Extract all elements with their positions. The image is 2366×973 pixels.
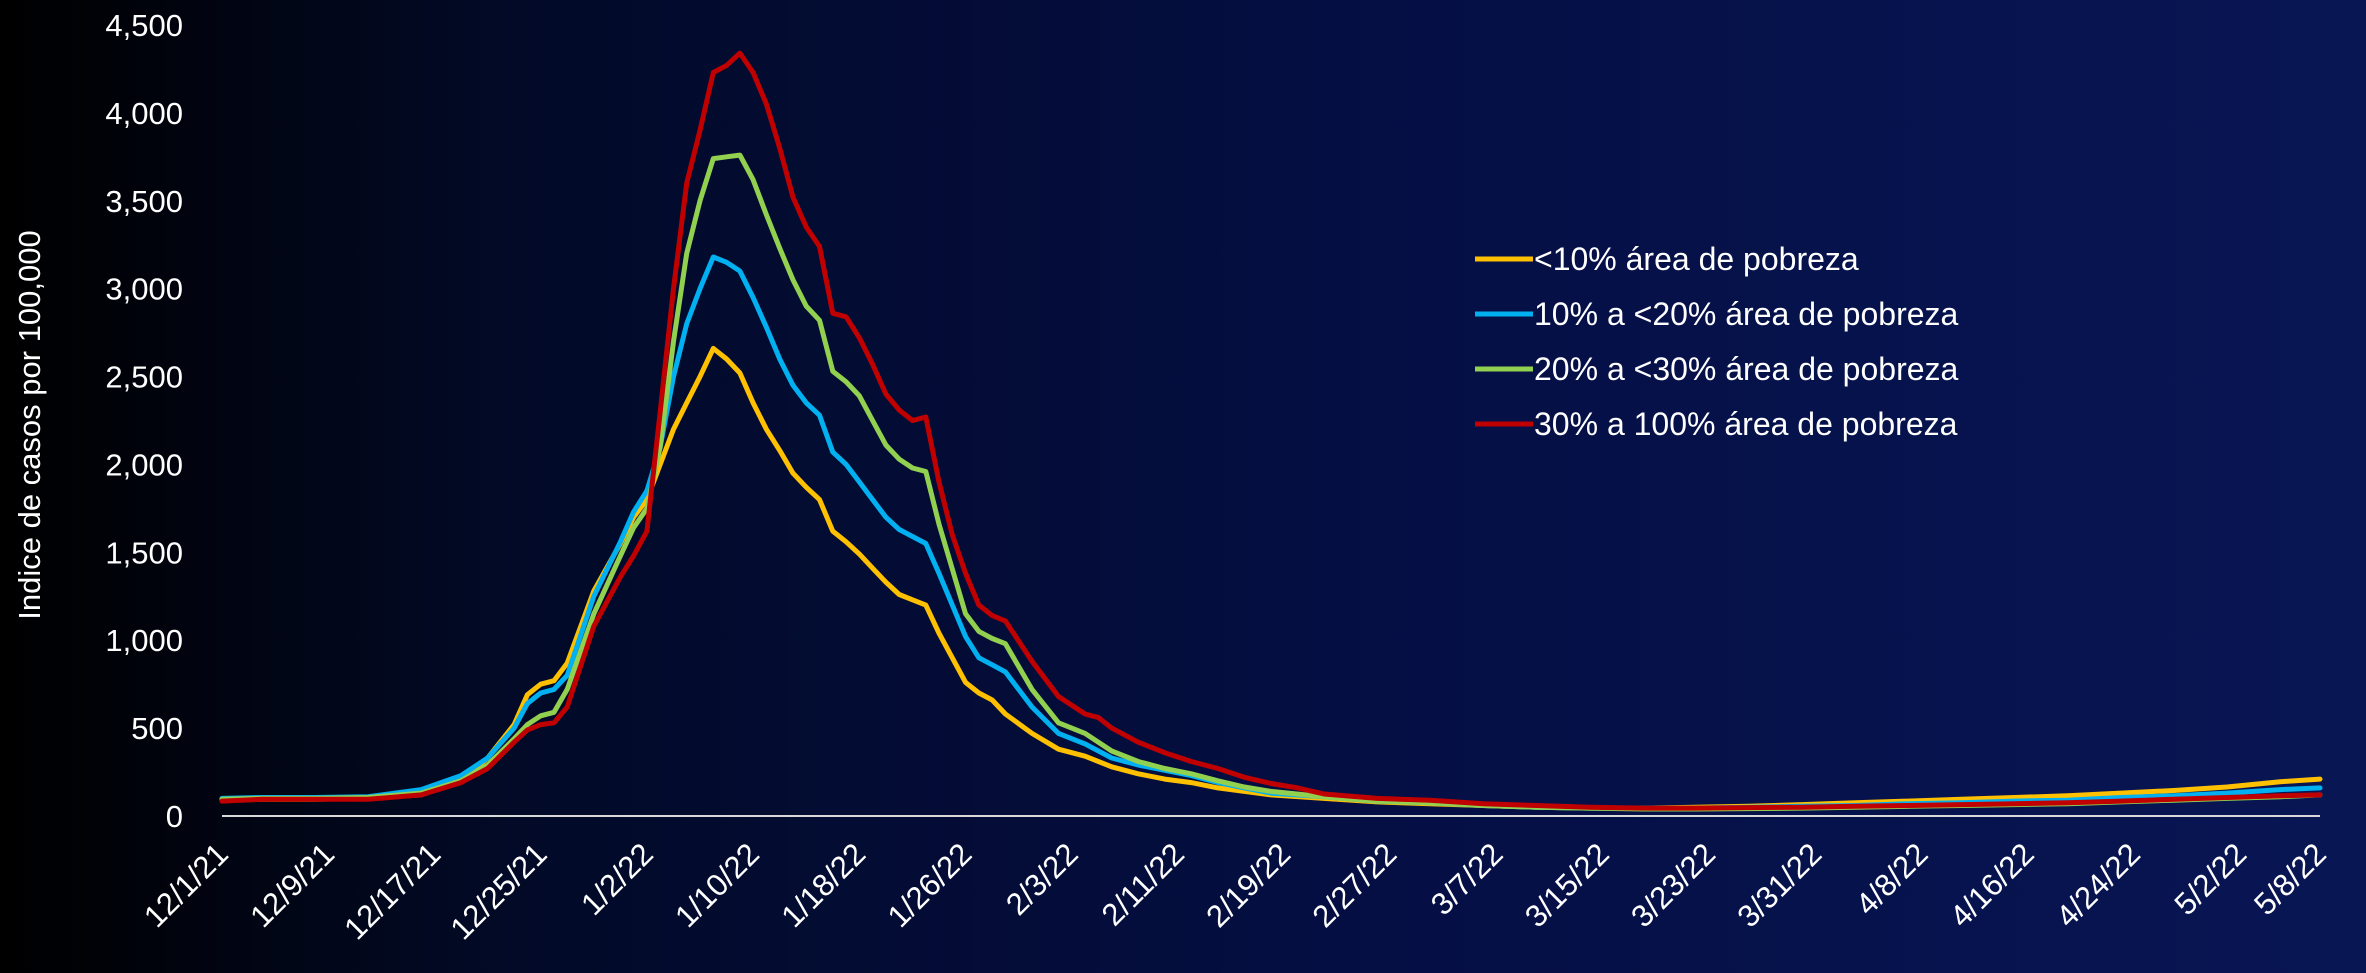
- series-line: [219, 50, 2323, 811]
- x-tick-label: 1/18/22: [774, 836, 872, 934]
- x-tick-label: 12/25/21: [444, 836, 554, 946]
- series-lines: [219, 50, 2323, 812]
- x-tick-label: 1/26/22: [881, 836, 979, 934]
- x-tick-label: 5/8/22: [2247, 836, 2333, 922]
- x-tick-label: 12/17/21: [337, 836, 447, 946]
- series-line: [219, 345, 2323, 811]
- legend-label: 30% a 100% área de pobreza: [1534, 406, 1958, 442]
- legend-label: <10% área de pobreza: [1534, 241, 1859, 277]
- y-tick-label: 1,000: [105, 623, 183, 658]
- legend-label: 20% a <30% área de pobreza: [1534, 351, 1959, 387]
- x-tick-label: 12/1/21: [137, 836, 235, 934]
- x-tick-label: 1/2/22: [574, 836, 660, 922]
- y-tick-label: 1,500: [105, 535, 183, 570]
- y-tick-label: 2,500: [105, 360, 183, 395]
- y-tick-label: 3,500: [105, 184, 183, 219]
- y-tick-label: 4,500: [105, 8, 183, 43]
- y-tick-label: 500: [131, 711, 183, 746]
- y-tick-label: 3,000: [105, 272, 183, 307]
- x-tick-label: 4/24/22: [2049, 836, 2147, 934]
- x-tick-label: 2/11/22: [1095, 836, 1191, 932]
- y-tick-label: 2,000: [105, 447, 183, 482]
- y-axis-ticks: 0 500 1,000 1,500 2,000 2,500 3,000 3,500 4,000 4…: [105, 8, 183, 834]
- x-tick-label: 3/23/22: [1624, 836, 1722, 934]
- x-tick-label: 2/19/22: [1199, 836, 1297, 934]
- legend: <10% área de pobreza 10% a <20% área de p…: [1475, 241, 1959, 442]
- x-tick-label: 2/27/22: [1306, 836, 1404, 934]
- x-tick-label: 1/10/22: [668, 836, 766, 934]
- series-line: [219, 152, 2323, 812]
- x-tick-label: 3/7/22: [1424, 836, 1510, 922]
- x-tick-label: 3/15/22: [1518, 836, 1616, 934]
- x-tick-label: 4/16/22: [1943, 836, 2041, 934]
- y-axis-label: Indice de casos por 100,000: [12, 230, 47, 620]
- x-tick-label: 3/31/22: [1730, 836, 1828, 934]
- y-tick-label: 4,000: [105, 96, 183, 131]
- x-tick-label: 4/8/22: [1849, 836, 1935, 922]
- x-tick-label: 5/2/22: [2168, 836, 2254, 922]
- legend-label: 10% a <20% área de pobreza: [1534, 296, 1959, 332]
- x-tick-label: 12/9/21: [243, 836, 341, 934]
- x-tick-label: 2/3/22: [999, 836, 1085, 922]
- y-tick-label: 0: [166, 799, 183, 834]
